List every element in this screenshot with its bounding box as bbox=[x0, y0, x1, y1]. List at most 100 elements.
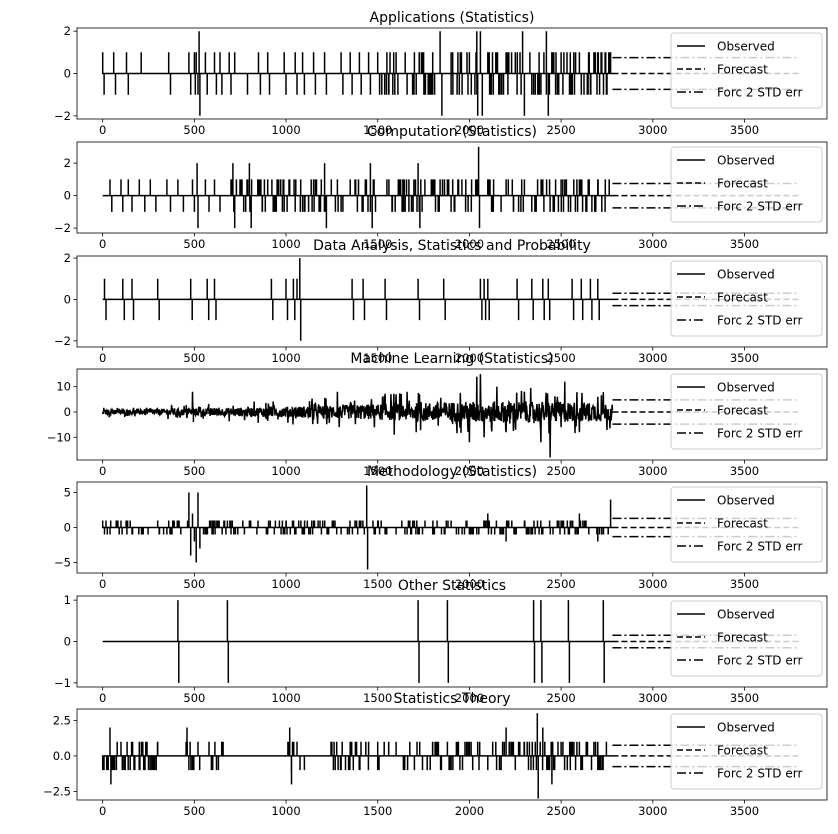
x-tick-label: 2500 bbox=[546, 464, 575, 478]
y-tick-label: 2 bbox=[64, 251, 71, 265]
subplot-4: 0 500 1000 1500 2000 2500 3000 3500 −10 0 10 Machin… bbox=[47, 351, 828, 478]
x-tick-label: 3000 bbox=[638, 464, 667, 478]
legend-label: Forc 2 STD err bbox=[717, 200, 802, 214]
observed-line bbox=[101, 713, 613, 799]
subplot-5: 0 500 1000 1500 2000 2500 3000 3500 −5 0 5 Methodol… bbox=[54, 464, 828, 591]
x-tick-label: 0 bbox=[99, 691, 106, 705]
x-tick-label: 1500 bbox=[363, 691, 392, 705]
legend-box bbox=[670, 486, 823, 563]
legend-label: Observed bbox=[717, 381, 775, 395]
x-tick-label: 3500 bbox=[730, 691, 759, 705]
y-tick-label: −2 bbox=[54, 334, 71, 348]
legend-label: Forc 2 STD err bbox=[717, 540, 802, 554]
legend-label: Forecast bbox=[717, 404, 768, 418]
legend-label: Forecast bbox=[717, 517, 768, 531]
legend-box bbox=[670, 146, 823, 223]
x-tick-label: 3000 bbox=[638, 123, 667, 137]
subplot-7: 0 500 1000 1500 2000 2500 3000 3500 −2.5 0.0 2.5 St… bbox=[43, 691, 828, 818]
x-tick-label: 3000 bbox=[638, 577, 667, 591]
legend: Observed Forecast Forc 2 STD err bbox=[670, 486, 823, 563]
x-tick-label: 2000 bbox=[455, 464, 484, 478]
x-tick-label: 2000 bbox=[455, 123, 484, 137]
x-tick-label: 500 bbox=[183, 804, 205, 818]
x-tick-label: 500 bbox=[183, 237, 205, 251]
x-tick-label: 500 bbox=[183, 351, 205, 365]
x-tick-label: 2500 bbox=[546, 804, 575, 818]
legend-label: Observed bbox=[717, 608, 775, 622]
observed-line bbox=[101, 31, 613, 116]
x-tick-label: 3500 bbox=[730, 804, 759, 818]
x-tick-label: 500 bbox=[183, 464, 205, 478]
x-tick-label: 2500 bbox=[546, 577, 575, 591]
axes-frame bbox=[76, 141, 828, 234]
legend: Observed Forecast Forc 2 STD err bbox=[670, 32, 823, 109]
subplot-3: 0 500 1000 1500 2000 2500 3000 3500 −2 0 2 Data Ana… bbox=[54, 238, 828, 365]
y-tick-label: 0 bbox=[64, 292, 71, 306]
x-tick-label: 1500 bbox=[363, 351, 392, 365]
x-tick-label: 0 bbox=[99, 577, 106, 591]
x-tick-label: 3500 bbox=[730, 577, 759, 591]
x-tick-label: 2500 bbox=[546, 691, 575, 705]
subplot-title: Statistics Theory bbox=[393, 691, 510, 707]
subplot-title: Machine Learning (Statistics) bbox=[350, 351, 553, 367]
observed-line bbox=[102, 258, 613, 341]
x-tick-label: 3500 bbox=[730, 237, 759, 251]
y-tick-label: 10 bbox=[56, 380, 71, 394]
legend: Observed Forecast Forc 2 STD err bbox=[670, 260, 823, 337]
observed-line bbox=[102, 600, 613, 683]
y-tick-label: −5 bbox=[54, 556, 71, 570]
legend-label: Forc 2 STD err bbox=[717, 767, 802, 781]
observed-line bbox=[101, 374, 614, 458]
observed-line bbox=[101, 485, 613, 570]
x-tick-label: 500 bbox=[183, 691, 205, 705]
y-tick-label: 5 bbox=[64, 486, 71, 500]
legend-label: Forecast bbox=[717, 744, 768, 758]
x-tick-label: 2000 bbox=[455, 351, 484, 365]
subplot-title: Methodology (Statistics) bbox=[367, 464, 537, 480]
y-tick-label: 0 bbox=[64, 189, 71, 203]
axes-frame bbox=[76, 368, 828, 461]
x-tick-label: 0 bbox=[99, 237, 106, 251]
legend-label: Forecast bbox=[717, 63, 768, 77]
x-tick-label: 0 bbox=[99, 464, 106, 478]
y-tick-label: −1 bbox=[54, 676, 71, 690]
x-tick-label: 3500 bbox=[730, 351, 759, 365]
subplot-title: Data Analysis, Statistics and Probabilit… bbox=[313, 238, 591, 254]
x-tick-label: 1000 bbox=[271, 237, 300, 251]
x-tick-label: 2500 bbox=[546, 237, 575, 251]
legend-label: Observed bbox=[717, 268, 775, 282]
legend-label: Forc 2 STD err bbox=[717, 427, 802, 441]
x-tick-label: 2000 bbox=[455, 691, 484, 705]
legend: Observed Forecast Forc 2 STD err bbox=[670, 713, 823, 790]
axes-frame bbox=[76, 255, 828, 348]
legend-box bbox=[670, 260, 823, 337]
y-tick-label: 1 bbox=[64, 593, 71, 607]
legend-box bbox=[670, 600, 823, 677]
y-tick-label: 0 bbox=[64, 405, 71, 419]
x-tick-label: 0 bbox=[99, 804, 106, 818]
y-tick-label: 0 bbox=[64, 635, 71, 649]
legend-box bbox=[670, 713, 823, 790]
y-tick-label: −10 bbox=[47, 430, 71, 444]
y-tick-label: 2.5 bbox=[53, 713, 71, 727]
legend-label: Forecast bbox=[717, 291, 768, 305]
legend-box bbox=[670, 373, 823, 450]
x-tick-label: 1500 bbox=[363, 804, 392, 818]
legend-label: Observed bbox=[717, 40, 775, 54]
x-tick-label: 1500 bbox=[363, 123, 392, 137]
legend: Observed Forecast Forc 2 STD err bbox=[670, 146, 823, 223]
legend-label: Forecast bbox=[717, 631, 768, 645]
legend-label: Forc 2 STD err bbox=[717, 86, 802, 100]
legend-label: Observed bbox=[717, 494, 775, 508]
x-tick-label: 2500 bbox=[546, 351, 575, 365]
x-tick-label: 500 bbox=[183, 577, 205, 591]
y-tick-label: −2 bbox=[54, 221, 71, 235]
x-tick-label: 1000 bbox=[271, 691, 300, 705]
x-tick-label: 3500 bbox=[730, 464, 759, 478]
y-tick-label: 0 bbox=[64, 67, 71, 81]
subplot-1: 0 500 1000 1500 2000 2500 3000 3500 −2 0 2 Applicat… bbox=[54, 10, 828, 137]
x-tick-label: 1000 bbox=[271, 804, 300, 818]
y-tick-label: −2.5 bbox=[43, 784, 71, 798]
x-tick-label: 3000 bbox=[638, 351, 667, 365]
